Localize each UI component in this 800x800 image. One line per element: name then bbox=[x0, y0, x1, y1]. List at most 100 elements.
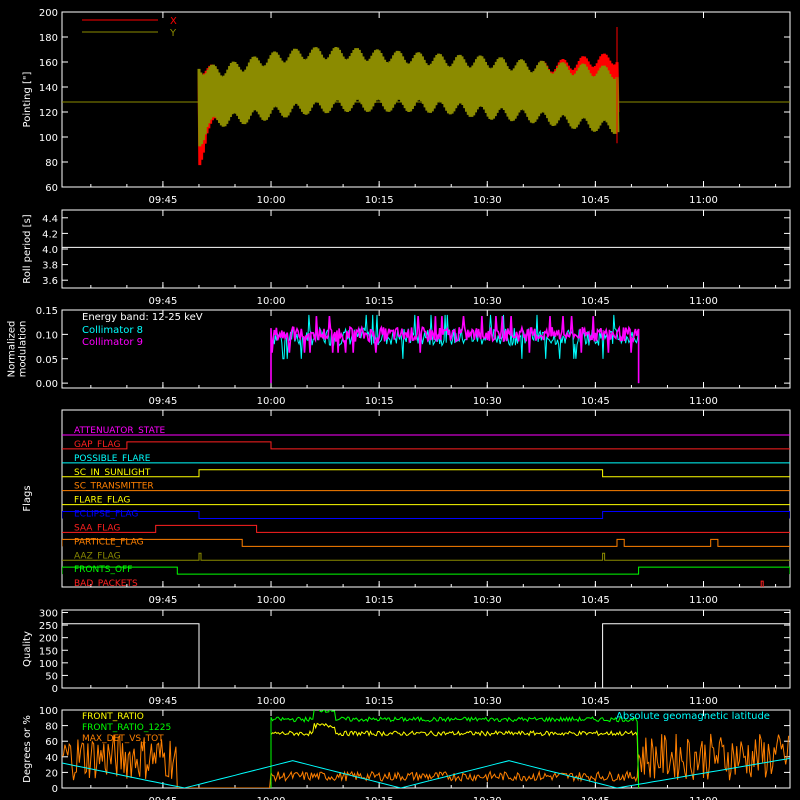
legend-label: Collimator 8 bbox=[82, 325, 143, 336]
y-axis-label: Degrees or % bbox=[22, 715, 33, 783]
plot-area: ATTENUATOR_STATE GAP_FLAG POSSIBLE_FLARE SC… bbox=[62, 426, 790, 587]
y-tick-label: 180 bbox=[39, 33, 58, 44]
panel-pointing: 09:45 10:00 10:15 10:30 10:45 11:00 60 80 100 120… bbox=[22, 8, 791, 206]
panel-modulation: 09:45 10:00 10:15 10:30 10:45 11:00 0.00 0.05 0.… bbox=[7, 306, 791, 407]
y-tick-label: 0 bbox=[52, 684, 58, 695]
legend-label: Y bbox=[169, 28, 177, 39]
panel-quality: 09:45 10:00 10:15 10:30 10:45 11:000501001502… bbox=[22, 609, 791, 707]
y-tick-label: 0.00 bbox=[36, 379, 58, 390]
plot-frame bbox=[61, 409, 791, 588]
panel-ratios: 09:45 10:00 10:15 10:30 10:45 11:00 0 20 40 60 80 1… bbox=[22, 706, 791, 800]
x-tick-label: 10:15 bbox=[365, 195, 394, 206]
y-tick-label: 50 bbox=[45, 671, 58, 682]
x-tick-label: 10:45 bbox=[581, 396, 610, 407]
flag-fronts-off: FRONTS_OFF bbox=[62, 565, 790, 575]
flag-possible-flare: POSSIBLE_FLARE bbox=[62, 454, 790, 464]
x-tick-label: 10:45 bbox=[581, 296, 610, 307]
flag-sc-in-sunlight: SC_IN_SUNLIGHT bbox=[62, 468, 790, 478]
y-tick-label: 140 bbox=[39, 83, 58, 94]
x-tick-label: 10:30 bbox=[473, 195, 502, 206]
flag-label: ATTENUATOR_STATE bbox=[74, 426, 166, 436]
x-tick-label: 11:00 bbox=[689, 296, 718, 307]
y-tick-label: 0 bbox=[52, 784, 58, 795]
plot-area bbox=[270, 314, 640, 384]
x-tick-label: 11:00 bbox=[689, 595, 718, 606]
y-tick-label: 60 bbox=[45, 183, 58, 194]
y-axis-label: Flags bbox=[22, 485, 33, 511]
series-y-trace bbox=[197, 46, 620, 147]
panel-roll: 09:45 10:00 10:15 10:30 10:45 11:00 3.6 3.8 4.0 4… bbox=[22, 209, 791, 307]
y-tick-label: 80 bbox=[45, 722, 58, 733]
x-tick-label: 09:45 bbox=[148, 195, 177, 206]
flag-flare-flag: FLARE_FLAG bbox=[62, 496, 790, 506]
quality-line bbox=[62, 623, 790, 688]
x-tick-label: 11:00 bbox=[689, 696, 718, 707]
plot-area bbox=[62, 623, 790, 688]
x-tick-label: 10:30 bbox=[473, 595, 502, 606]
series-max-det-vs-tot bbox=[62, 733, 790, 788]
x-tick-label: 10:30 bbox=[473, 696, 502, 707]
x-tick-label: 09:45 bbox=[148, 396, 177, 407]
flag-trace bbox=[62, 469, 790, 478]
y-tick-label: 160 bbox=[39, 58, 58, 69]
y-tick-label: 4.4 bbox=[42, 214, 58, 225]
y-tick-label: 80 bbox=[45, 158, 58, 169]
x-tick-label: 10:00 bbox=[257, 195, 286, 206]
y-tick-label: 60 bbox=[45, 737, 58, 748]
x-tick-label: 10:45 bbox=[581, 696, 610, 707]
legend-label: FRONT_RATIO_1225 bbox=[82, 723, 171, 733]
geomagnetic-annotation: Absolute geomagnetic latitude bbox=[616, 711, 770, 722]
x-tick-label: 09:45 bbox=[148, 696, 177, 707]
x-tick-label: 09:45 bbox=[148, 296, 177, 307]
y-tick-label: 20 bbox=[45, 768, 58, 779]
y-tick-label: 200 bbox=[39, 634, 58, 645]
x-tick-label: 11:00 bbox=[689, 195, 718, 206]
flag-trace bbox=[62, 441, 790, 450]
x-tick-label: 10:30 bbox=[473, 396, 502, 407]
flag-aaz-flag: AAZ_FLAG bbox=[62, 551, 790, 561]
legend-label: FRONT_RATIO bbox=[82, 712, 144, 722]
x-tick-label: 10:00 bbox=[257, 396, 286, 407]
y-tick-label: 4.0 bbox=[42, 245, 58, 256]
flag-label: POSSIBLE_FLARE bbox=[74, 454, 151, 464]
plot-frame bbox=[61, 309, 791, 389]
y-tick-label: 0.15 bbox=[36, 306, 58, 317]
y-axis-label: Roll period [s] bbox=[22, 214, 33, 283]
flag-label: FRONTS_OFF bbox=[74, 565, 132, 575]
flag-label: AAZ_FLAG bbox=[74, 551, 121, 561]
y-tick-label: 100 bbox=[39, 133, 58, 144]
y-tick-label: 120 bbox=[39, 108, 58, 119]
flag-trace bbox=[760, 580, 764, 587]
y-tick-label: 3.8 bbox=[42, 261, 58, 272]
collimator-trace bbox=[270, 316, 640, 384]
y-tick-label: 100 bbox=[39, 659, 58, 670]
panel-flags: 09:45 10:00 10:15 10:30 10:45 11:00 Flags ATTEN… bbox=[22, 409, 791, 606]
flag-trace bbox=[62, 538, 790, 547]
flag-label: SC_IN_SUNLIGHT bbox=[74, 468, 151, 478]
x-tick-label: 09:45 bbox=[148, 595, 177, 606]
y-tick-label: 250 bbox=[39, 621, 58, 632]
x-tick-label: 10:00 bbox=[257, 296, 286, 307]
y-axis-label: Normalized bbox=[7, 321, 18, 378]
flag-trace bbox=[62, 524, 790, 533]
x-tick-label: 10:45 bbox=[581, 195, 610, 206]
y-tick-label: 0.05 bbox=[36, 355, 58, 366]
plot-frame bbox=[61, 709, 791, 789]
plot-frame bbox=[61, 609, 791, 689]
x-tick-label: 10:30 bbox=[473, 296, 502, 307]
flag-particle-flag: PARTICLE_FLAG bbox=[62, 537, 790, 547]
flag-bad-packets: BAD_PACKETS bbox=[74, 579, 764, 587]
x-tick-label: 10:30 bbox=[473, 796, 502, 800]
flag-trace bbox=[62, 566, 790, 575]
series-front-ratio-1225 bbox=[270, 710, 640, 788]
flag-label: PARTICLE_FLAG bbox=[74, 537, 144, 547]
collimator-trace bbox=[270, 314, 640, 384]
flag-label: ECLIPSE_FLAG bbox=[74, 510, 138, 520]
plot-frame bbox=[61, 11, 791, 188]
legend-label: MAX_DET_VS_TOT bbox=[82, 734, 164, 744]
y-axis-label: Pointing ["] bbox=[22, 71, 33, 127]
flag-saa-flag: SAA_FLAG bbox=[62, 523, 790, 533]
x-tick-label: 10:45 bbox=[581, 796, 610, 800]
x-tick-label: 10:15 bbox=[365, 696, 394, 707]
